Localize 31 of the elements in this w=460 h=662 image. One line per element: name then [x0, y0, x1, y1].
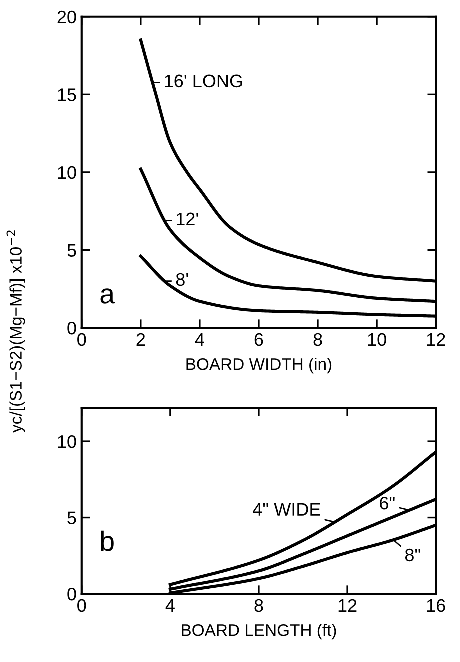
- y-tick-label: 5: [68, 244, 76, 257]
- legend-label: 12': [177, 212, 198, 226]
- x-tick-label: 6: [254, 333, 264, 346]
- series-label: 8": [405, 548, 420, 562]
- annotation: a: [100, 288, 116, 304]
- x-tick-label: 12: [427, 333, 446, 346]
- x-tick-label: 4: [166, 600, 175, 612]
- legend-label: 8': [176, 273, 188, 286]
- legend-label: 4" WIDE: [253, 503, 320, 516]
- x-tick-label: 8: [314, 333, 322, 346]
- legend-label: 6": [380, 496, 395, 510]
- x-tick-label: 4: [195, 334, 204, 346]
- y-tick-label: 0: [68, 588, 76, 601]
- x-tick-label: 0: [78, 333, 86, 346]
- y-tick-label: 5: [68, 512, 76, 524]
- y-tick-label: 0: [68, 322, 76, 335]
- y-tick-label: 10: [58, 435, 76, 448]
- x-axis-title: BOARD WIDTH (in): [186, 358, 332, 374]
- x-axis-title: BOARD LENGTH (ft): [182, 624, 336, 640]
- x-tick-label: 0: [78, 599, 86, 612]
- x-tick-label: 16: [427, 599, 446, 612]
- x-tick-label: 8: [254, 599, 264, 612]
- x-tick-label: 10: [368, 333, 386, 346]
- y-tick-label: 15: [58, 88, 76, 102]
- x-tick-label: 12: [338, 599, 357, 612]
- legend-label: 16' LONG: [165, 74, 242, 88]
- y-tick-label: 10: [58, 166, 76, 180]
- x-tick-label: 2: [136, 333, 146, 346]
- y-tick-label: 20: [58, 10, 76, 24]
- y-axis-title: yc/[(S1−S2)(Mg−Mf)] x10$^{−2}$: [6, 230, 26, 433]
- annotation: b: [101, 530, 114, 552]
